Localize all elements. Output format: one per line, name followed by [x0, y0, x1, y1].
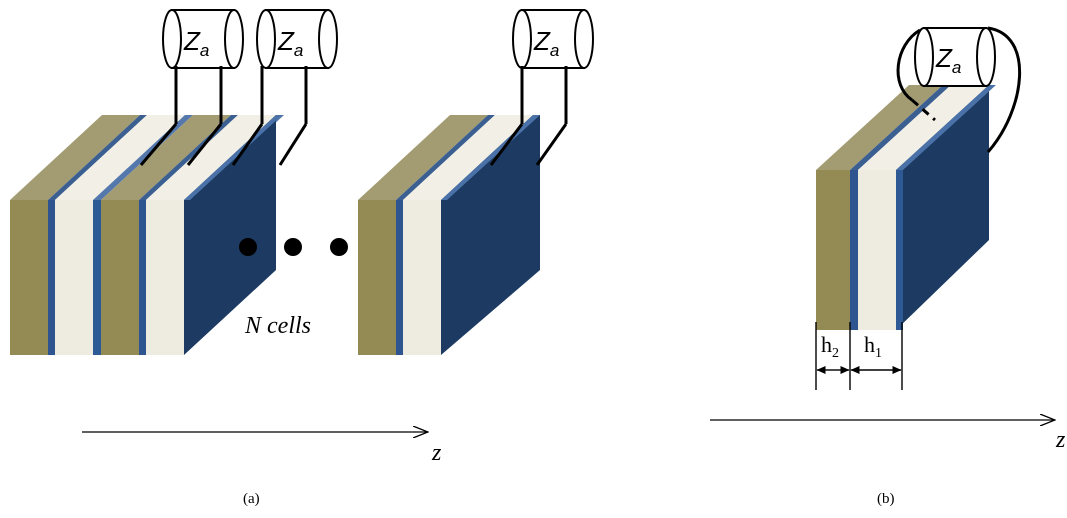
olive-layer	[101, 200, 139, 355]
thin-layer-top	[850, 85, 951, 170]
impedance-right-cap	[318, 9, 338, 69]
thin-layer-top	[396, 115, 495, 200]
navy-block-front	[896, 170, 903, 330]
olive-layer	[10, 200, 48, 355]
panel-b: Za h2 h1 z (b)	[710, 26, 1066, 507]
impedance-b: Za	[914, 27, 996, 87]
impedance-body	[521, 9, 585, 69]
lead-wire	[535, 123, 568, 166]
navy-block-side	[441, 115, 540, 355]
panel-a: Za Za Za N cells	[10, 9, 594, 507]
cells-label: N cells	[244, 313, 311, 339]
z-axis-label-b: z	[1055, 427, 1066, 453]
lead-wire	[139, 123, 178, 166]
impedance-1: Za	[162, 9, 244, 69]
lead-wire-left-dashed	[911, 98, 936, 122]
thickness-label-h2: h2	[821, 332, 839, 361]
unit-cell-2	[101, 115, 284, 355]
beige-layer-top	[403, 115, 533, 200]
lead-wires-upper-a	[174, 66, 568, 124]
olive-layer-top	[358, 115, 488, 200]
lead-wire	[231, 123, 264, 166]
impedance-right-cap	[976, 27, 996, 87]
thin-layer-top	[139, 115, 238, 200]
impedance-left-cap	[914, 27, 934, 87]
caption-a: (a)	[243, 491, 260, 507]
impedance-label: Za	[533, 26, 559, 60]
lead-wire-left	[896, 28, 921, 102]
thin-layer	[396, 200, 403, 355]
impedance-right-cap	[574, 9, 594, 69]
impedance-left-cap	[256, 9, 276, 69]
thickness-label-h1: h1	[864, 332, 882, 361]
impedance-label: Za	[183, 26, 209, 60]
thin-layer	[139, 200, 146, 355]
dot	[330, 238, 348, 256]
impedance-label: Za	[935, 43, 961, 77]
thin-layer	[48, 200, 55, 355]
olive-layer-top	[101, 115, 231, 200]
dot	[284, 238, 302, 256]
navy-block-edge	[184, 115, 282, 200]
olive-layer-top	[10, 115, 140, 200]
beige-layer	[403, 200, 441, 355]
impedance-left-cap	[512, 9, 532, 69]
navy-block-edge	[896, 85, 996, 170]
unit-cell-1	[10, 115, 193, 355]
caption-b: (b)	[877, 491, 895, 507]
lead-wire	[489, 123, 524, 166]
impedance-body	[923, 27, 987, 87]
olive-layer-top	[816, 85, 943, 170]
lead-wire-right	[986, 26, 1021, 153]
thin-layer	[850, 170, 858, 330]
navy-block-side	[184, 115, 276, 355]
navy-block-edge	[441, 115, 540, 200]
impedance-label: Za	[277, 26, 303, 60]
impedance-body	[171, 9, 235, 69]
beige-layer	[146, 200, 184, 355]
beige-layer-top	[55, 115, 185, 200]
lead-wire	[278, 123, 308, 166]
ellipsis-dots	[239, 238, 348, 256]
z-axis-label-a: z	[431, 440, 442, 466]
dot	[239, 238, 257, 256]
lead-wire	[186, 123, 223, 166]
thickness-markers	[815, 322, 903, 390]
beige-layer-top	[858, 85, 989, 170]
olive-layer	[816, 170, 850, 330]
navy-layer-top	[93, 115, 193, 200]
beige-layer	[55, 200, 93, 355]
beige-layer	[858, 170, 896, 330]
beige-layer-top	[146, 115, 276, 200]
impedance-n: Za	[512, 9, 594, 69]
navy-block-side	[896, 85, 989, 330]
impedance-2: Za	[256, 9, 338, 69]
navy-layer	[93, 200, 101, 355]
impedance-left-cap	[162, 9, 182, 69]
thin-layer-top	[48, 115, 147, 200]
impedance-body	[265, 9, 329, 69]
olive-layer	[358, 200, 396, 355]
lead-wires-a	[139, 123, 568, 166]
impedance-right-cap	[224, 9, 244, 69]
unit-cell-n	[358, 115, 540, 355]
